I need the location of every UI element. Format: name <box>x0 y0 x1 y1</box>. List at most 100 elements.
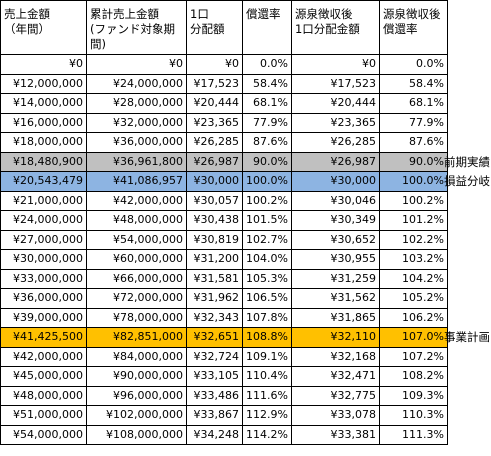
per-unit-distribution-cell: ¥30,438 <box>186 210 243 231</box>
after-tax-redemption-rate-cell: 103.2% <box>378 249 448 270</box>
after-tax-distribution-cell: ¥31,865 <box>290 307 380 328</box>
after-tax-distribution-cell: ¥33,078 <box>290 405 380 426</box>
redemption-rate-cell: 102.7% <box>242 229 292 250</box>
per-unit-distribution-cell: ¥30,057 <box>186 190 243 211</box>
after-tax-redemption-rate-cell: 100.2% <box>378 190 448 211</box>
redemption-rate-cell: 77.9% <box>242 112 292 133</box>
table-row: ¥12,000,000 ¥24,000,000 ¥17,523 58.4% ¥17,52… <box>0 73 448 94</box>
per-unit-distribution-cell: ¥33,486 <box>186 385 243 406</box>
table-row: ¥30,000,000 ¥60,000,000 ¥31,200 104.0% ¥30,9… <box>0 249 448 270</box>
redemption-rate-cell: 58.4% <box>242 73 292 94</box>
annual-sales-cell: ¥30,000,000 <box>0 249 87 270</box>
after-tax-distribution-cell: ¥31,259 <box>290 268 380 289</box>
table-row: ¥48,000,000 ¥96,000,000 ¥33,486 111.6% ¥32,7… <box>0 385 448 406</box>
after-tax-redemption-rate-cell: 106.2% <box>378 307 448 328</box>
after-tax-redemption-rate-cell: 108.2% <box>378 366 448 387</box>
table-row: ¥42,000,000 ¥84,000,000 ¥32,724 109.1% ¥32,1… <box>0 346 448 367</box>
after-tax-redemption-rate-cell: 100.0% <box>378 171 448 192</box>
after-tax-distribution-cell: ¥20,444 <box>290 93 380 114</box>
per-unit-distribution-cell: ¥31,962 <box>186 288 243 309</box>
annual-sales-cell: ¥18,000,000 <box>0 132 87 153</box>
annual-sales-cell: ¥48,000,000 <box>0 385 87 406</box>
table-row: ¥18,000,000 ¥36,000,000 ¥26,285 87.6% ¥26,28… <box>0 132 448 153</box>
annual-sales-cell: ¥12,000,000 <box>0 73 87 94</box>
per-unit-distribution-cell: ¥32,651 <box>186 327 243 348</box>
table-row: ¥36,000,000 ¥72,000,000 ¥31,962 106.5% ¥31,5… <box>0 288 448 309</box>
distribution-table: 売上金額 （年間） 累計売上金額 (ファンド対象期間) 1口 分配額 償還率 源… <box>0 0 448 445</box>
redemption-rate-cell: 0.0% <box>242 54 292 75</box>
table-row: ¥24,000,000 ¥48,000,000 ¥30,438 101.5% ¥30,3… <box>0 210 448 231</box>
annual-sales-cell: ¥18,480,900 <box>0 151 87 172</box>
redemption-rate-cell: 110.4% <box>242 366 292 387</box>
cumulative-sales-cell: ¥96,000,000 <box>86 385 187 406</box>
redemption-rate-cell: 68.1% <box>242 93 292 114</box>
redemption-rate-cell: 104.0% <box>242 249 292 270</box>
table-row: ¥16,000,000 ¥32,000,000 ¥23,365 77.9% ¥23,36… <box>0 112 448 133</box>
header-annual-sales: 売上金額 （年間） <box>0 0 87 55</box>
after-tax-distribution-cell: ¥32,110 <box>290 327 380 348</box>
cumulative-sales-cell: ¥28,000,000 <box>86 93 187 114</box>
after-tax-distribution-cell: ¥26,987 <box>290 151 380 172</box>
per-unit-distribution-cell: ¥31,581 <box>186 268 243 289</box>
redemption-rate-cell: 105.3% <box>242 268 292 289</box>
per-unit-distribution-cell: ¥26,987 <box>186 151 243 172</box>
header-row: 売上金額 （年間） 累計売上金額 (ファンド対象期間) 1口 分配額 償還率 源… <box>0 0 448 55</box>
redemption-rate-cell: 108.8% <box>242 327 292 348</box>
redemption-rate-cell: 87.6% <box>242 132 292 153</box>
after-tax-redemption-rate-cell: 104.2% <box>378 268 448 289</box>
cumulative-sales-cell: ¥84,000,000 <box>86 346 187 367</box>
after-tax-distribution-cell: ¥32,775 <box>290 385 380 406</box>
after-tax-redemption-rate-cell: 111.3% <box>378 424 448 445</box>
table-row: ¥33,000,000 ¥66,000,000 ¥31,581 105.3% ¥31,2… <box>0 268 448 289</box>
after-tax-redemption-rate-cell: 105.2% <box>378 288 448 309</box>
annual-sales-cell: ¥16,000,000 <box>0 112 87 133</box>
table-row: ¥18,480,900 ¥36,961,800 ¥26,987 90.0% ¥26,98… <box>0 151 448 172</box>
after-tax-redemption-rate-cell: 110.3% <box>378 405 448 426</box>
per-unit-distribution-cell: ¥17,523 <box>186 73 243 94</box>
annual-sales-cell: ¥45,000,000 <box>0 366 87 387</box>
per-unit-distribution-cell: ¥32,343 <box>186 307 243 328</box>
annual-sales-cell: ¥33,000,000 <box>0 268 87 289</box>
redemption-rate-cell: 114.2% <box>242 424 292 445</box>
cumulative-sales-cell: ¥78,000,000 <box>86 307 187 328</box>
annual-sales-cell: ¥24,000,000 <box>0 210 87 231</box>
per-unit-distribution-cell: ¥31,200 <box>186 249 243 270</box>
after-tax-redemption-rate-cell: 87.6% <box>378 132 448 153</box>
after-tax-redemption-rate-cell: 107.2% <box>378 346 448 367</box>
annual-sales-cell: ¥51,000,000 <box>0 405 87 426</box>
table-row: ¥20,543,479 ¥41,086,957 ¥30,000 100.0% ¥30,0… <box>0 171 448 192</box>
per-unit-distribution-cell: ¥30,000 <box>186 171 243 192</box>
annual-sales-cell: ¥0 <box>0 54 87 75</box>
table-row: ¥54,000,000 ¥108,000,000 ¥34,248 114.2% ¥33,… <box>0 424 448 445</box>
redemption-rate-cell: 107.8% <box>242 307 292 328</box>
redemption-rate-cell: 100.2% <box>242 190 292 211</box>
after-tax-redemption-rate-cell: 101.2% <box>378 210 448 231</box>
annual-sales-cell: ¥41,425,500 <box>0 327 87 348</box>
side-label-blue: 損益分岐 <box>444 174 490 188</box>
cumulative-sales-cell: ¥72,000,000 <box>86 288 187 309</box>
after-tax-distribution-cell: ¥17,523 <box>290 73 380 94</box>
redemption-rate-cell: 112.9% <box>242 405 292 426</box>
after-tax-redemption-rate-cell: 90.0% <box>378 151 448 172</box>
table-row: ¥27,000,000 ¥54,000,000 ¥30,819 102.7% ¥30,6… <box>0 229 448 250</box>
per-unit-distribution-cell: ¥0 <box>186 54 243 75</box>
cumulative-sales-cell: ¥36,961,800 <box>86 151 187 172</box>
after-tax-redemption-rate-cell: 109.3% <box>378 385 448 406</box>
annual-sales-cell: ¥14,000,000 <box>0 93 87 114</box>
cumulative-sales-cell: ¥66,000,000 <box>86 268 187 289</box>
after-tax-redemption-rate-cell: 77.9% <box>378 112 448 133</box>
redemption-rate-cell: 106.5% <box>242 288 292 309</box>
per-unit-distribution-cell: ¥26,285 <box>186 132 243 153</box>
header-per-unit-distribution: 1口 分配額 <box>186 0 243 55</box>
after-tax-distribution-cell: ¥30,349 <box>290 210 380 231</box>
after-tax-distribution-cell: ¥33,381 <box>290 424 380 445</box>
per-unit-distribution-cell: ¥20,444 <box>186 93 243 114</box>
per-unit-distribution-cell: ¥32,724 <box>186 346 243 367</box>
cumulative-sales-cell: ¥54,000,000 <box>86 229 187 250</box>
after-tax-redemption-rate-cell: 68.1% <box>378 93 448 114</box>
header-cumulative-sales: 累計売上金額 (ファンド対象期間) <box>86 0 187 55</box>
annual-sales-cell: ¥39,000,000 <box>0 307 87 328</box>
table-row: ¥45,000,000 ¥90,000,000 ¥33,105 110.4% ¥32,4… <box>0 366 448 387</box>
table-row: ¥41,425,500 ¥82,851,000 ¥32,651 108.8% ¥32,1… <box>0 327 448 348</box>
after-tax-distribution-cell: ¥0 <box>290 54 380 75</box>
